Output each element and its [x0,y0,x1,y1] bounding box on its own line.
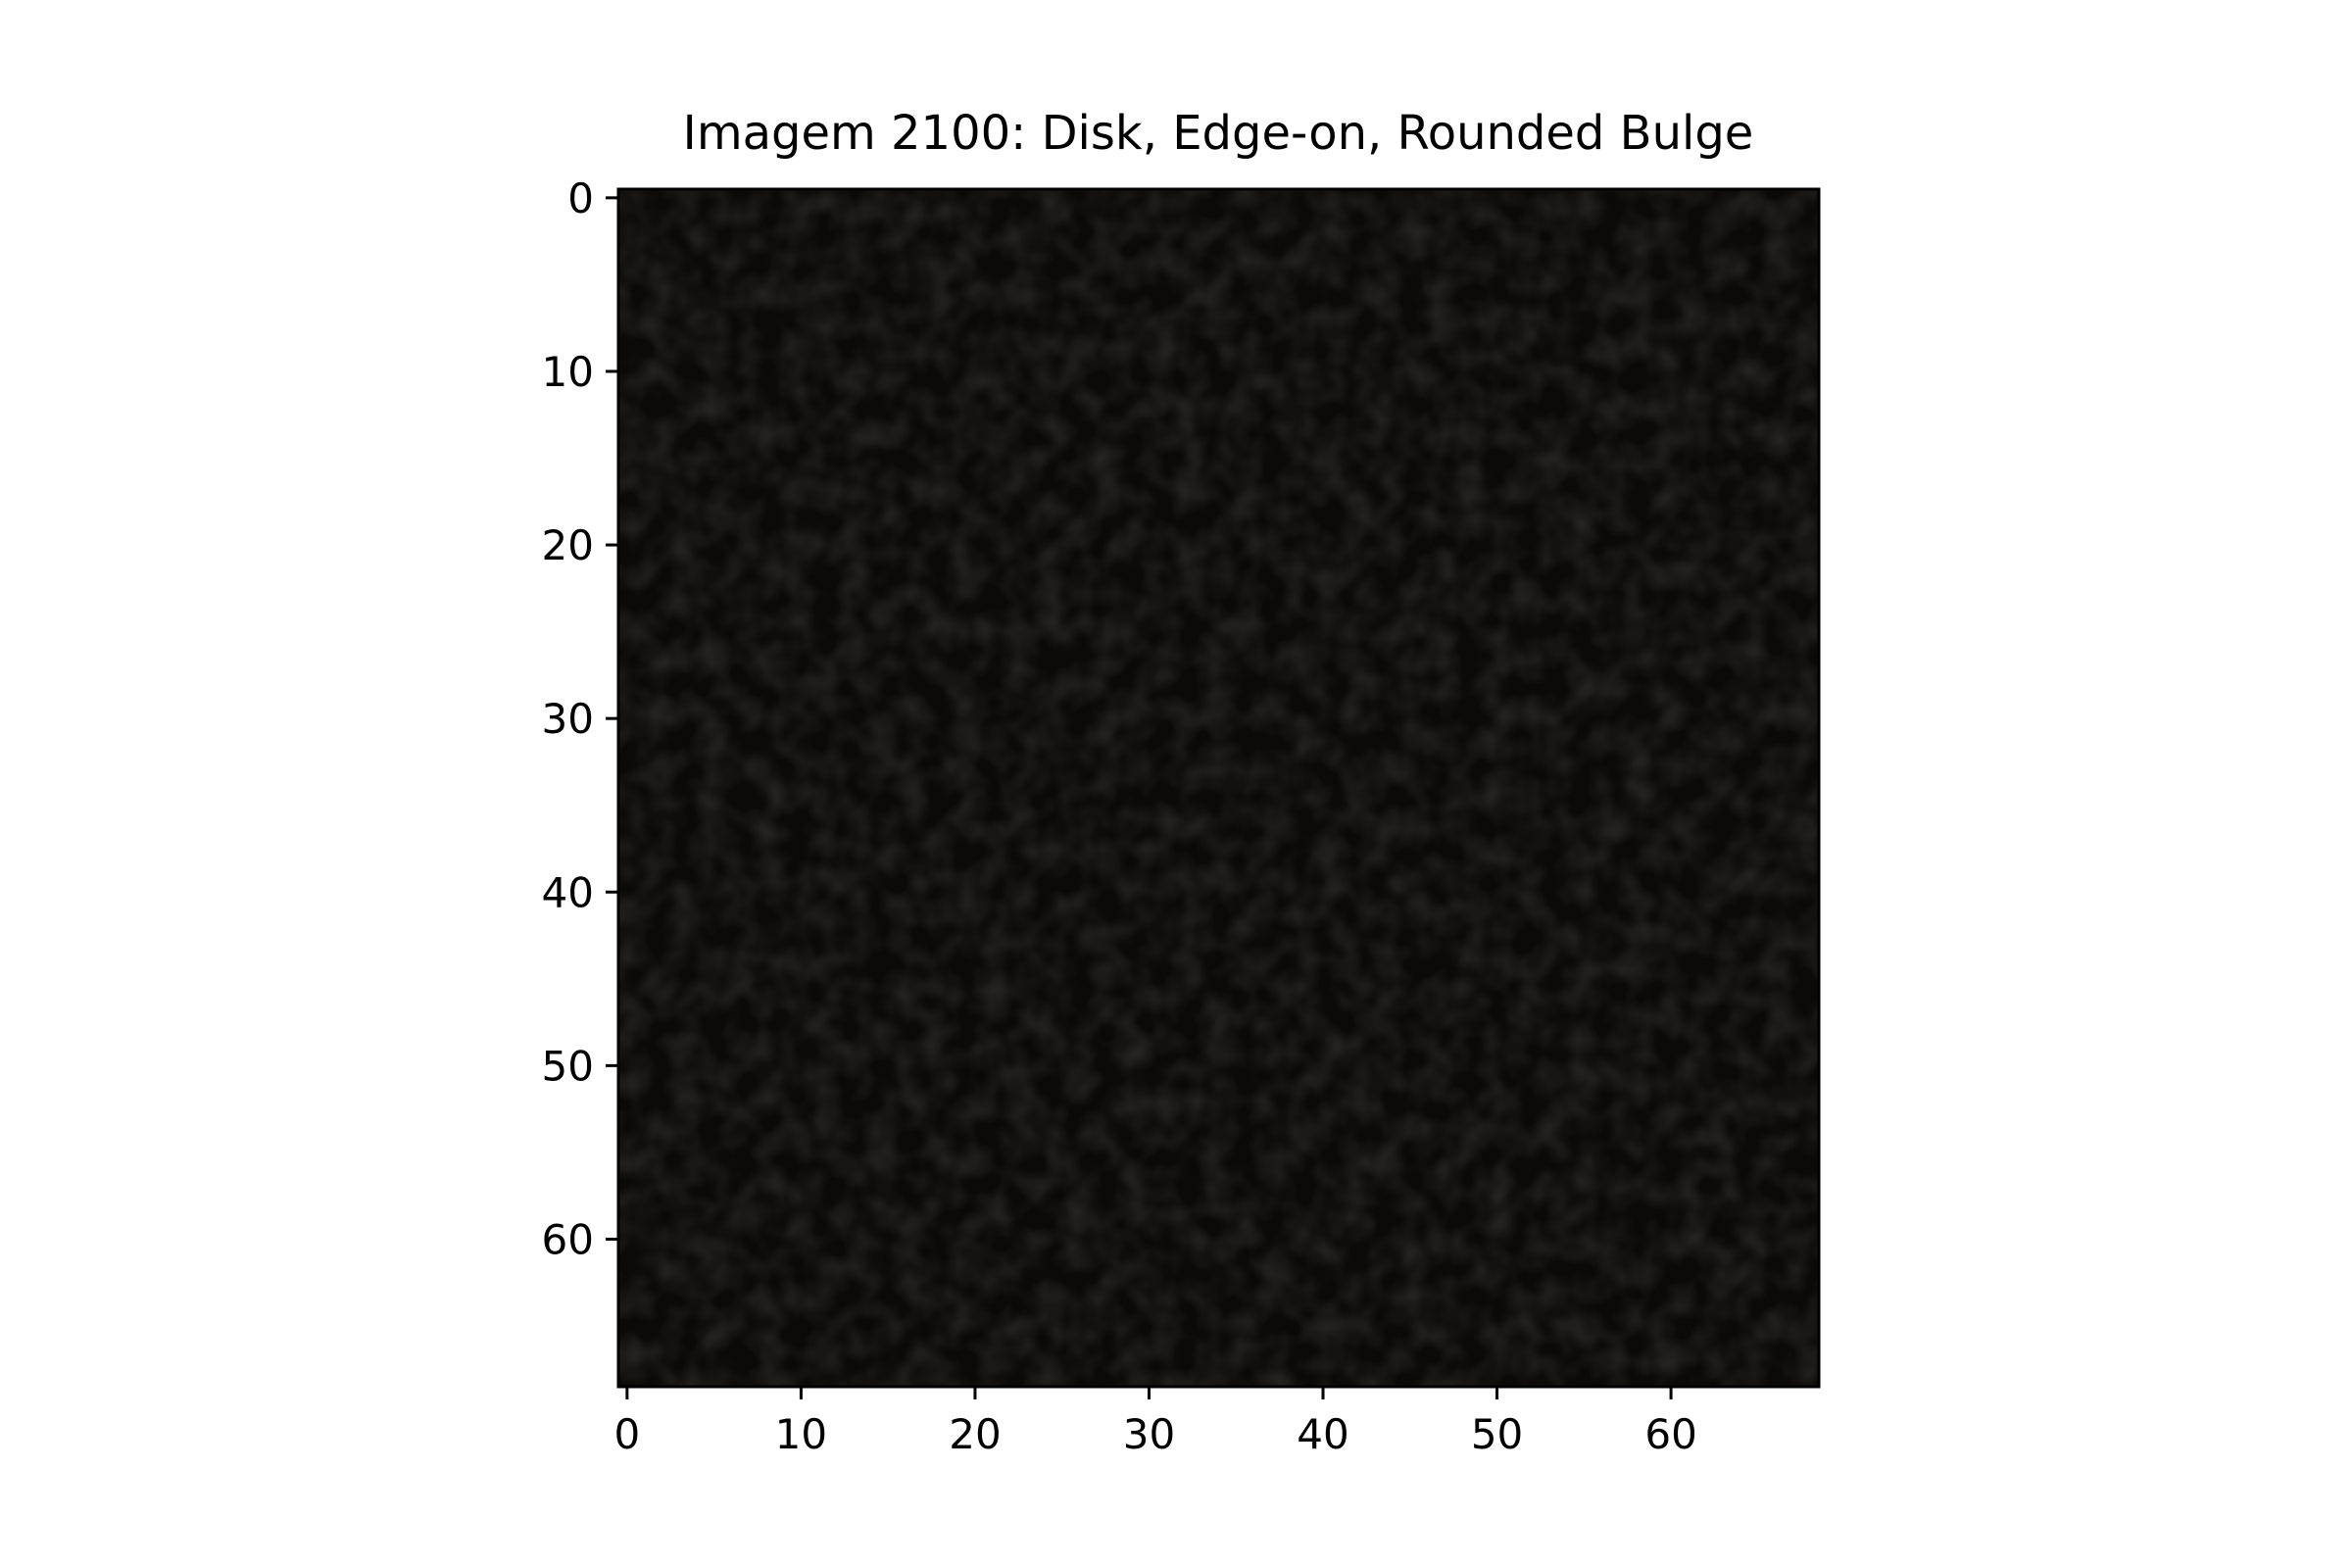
x-axis: 0 10 20 30 40 50 60 [614,1387,1697,1458]
galaxy-image [618,189,1819,1387]
y-tick-label: 10 [542,348,594,396]
x-tick-label: 30 [1123,1410,1175,1458]
x-tick-label: 0 [614,1410,641,1458]
x-tick-label: 10 [775,1410,827,1458]
y-tick-label: 30 [542,695,594,743]
x-tick-label: 40 [1297,1410,1348,1458]
corner-source [1656,1196,1819,1387]
galaxy-bulge [1090,683,1384,914]
y-axis: 0 10 20 30 40 50 60 [542,174,618,1263]
y-tick-label: 20 [542,521,594,569]
y-tick-label: 40 [542,868,594,916]
y-tick-label: 60 [542,1215,594,1263]
x-tick-label: 20 [949,1410,1001,1458]
x-tick-label: 50 [1471,1410,1523,1458]
x-tick-label: 60 [1644,1410,1696,1458]
figure-title: Imagem 2100: Disk, Edge-on, Rounded Bulg… [683,106,1754,161]
plot-frame [616,187,1821,1389]
y-tick-label: 0 [567,174,594,222]
y-tick-label: 50 [542,1042,594,1090]
